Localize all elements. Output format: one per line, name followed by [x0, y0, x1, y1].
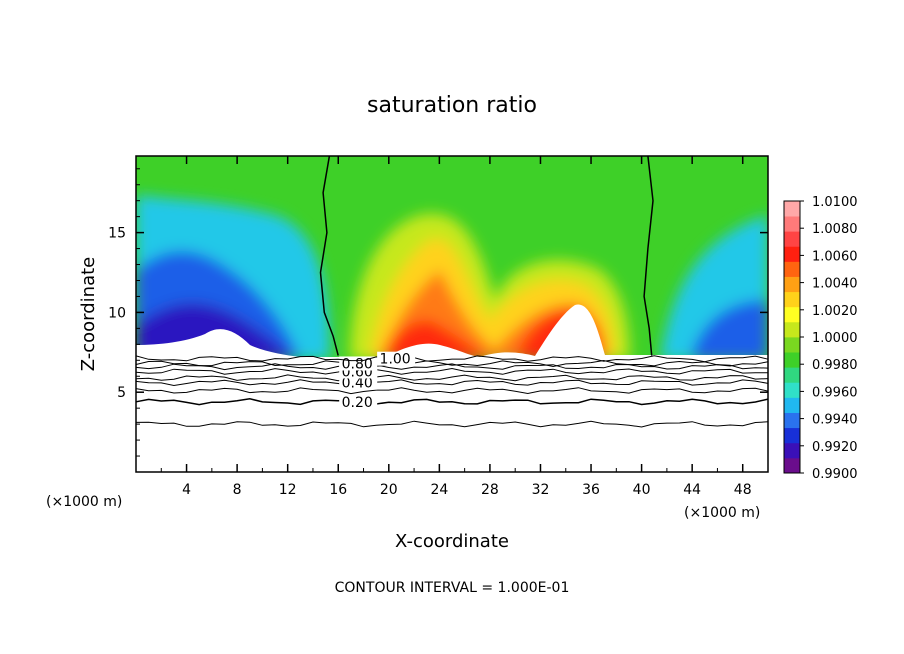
contour-line-labeled: [135, 367, 768, 375]
colorbar-tick-label: 1.0000: [812, 331, 858, 346]
x-axis: 4 8 12 16 20 24 28 32 36 40 44 48: [160, 156, 752, 498]
saturation-boundary-curve: [319, 156, 339, 356]
heatmap-field: [136, 156, 768, 472]
colorbar-swatch: [784, 412, 800, 429]
x-tick-label: 16: [329, 482, 347, 498]
white-lower-region: [136, 304, 768, 472]
colorbar-swatch: [784, 216, 800, 232]
contour-line-labeled: [135, 398, 769, 406]
x-tick-label: 12: [279, 482, 297, 498]
contour-label: 0.20: [342, 395, 373, 411]
y-tick-label: 15: [108, 226, 126, 242]
colorbar: 0.9900 0.9920 0.9940 0.9960 0.9980 1.0000 1.00…: [783, 195, 858, 482]
chart-title: saturation ratio: [367, 93, 537, 118]
x-tick-label: 48: [734, 482, 752, 498]
colorbar-swatch: [784, 427, 800, 444]
x-unit-left: (×1000 m): [46, 494, 122, 510]
colorbar-swatch: [784, 457, 800, 474]
colorbar-tick-label: 1.0020: [812, 304, 858, 319]
right-dry-core: [690, 300, 768, 360]
contour-label: 0.40: [342, 376, 373, 392]
saturation-boundary-curve: [643, 156, 654, 356]
x-tick-label: 40: [633, 482, 651, 498]
contour-label-bg: [339, 394, 378, 409]
colorbar-swatch: [784, 442, 800, 459]
colorbar-swatch: [784, 201, 800, 217]
contour-lines: 0.200.400.600.80 1.00: [135, 351, 769, 428]
colorbar-tick-label: 1.0040: [812, 277, 858, 292]
colorbar-tick-label: 1.0100: [812, 195, 858, 210]
contour-line: [135, 387, 769, 395]
colorbar-swatch: [784, 291, 800, 308]
contour-line-labeled: [135, 359, 769, 368]
contour-line: [135, 420, 769, 428]
colorbar-tick-label: 0.9900: [812, 467, 858, 482]
colorbar-swatch: [784, 397, 800, 413]
colorbar-swatch: [784, 261, 800, 277]
colorbar-swatch: [784, 231, 800, 247]
colorbar-swatch: [784, 352, 800, 368]
colorbar-swatch: [784, 246, 800, 262]
plot-frame: [135, 155, 769, 473]
colorbar-tick-label: 1.0080: [812, 222, 858, 237]
x-tick-label: 28: [481, 482, 499, 498]
contour-line: [135, 363, 769, 371]
contour-line: [135, 374, 769, 382]
y-axis-label: Z-coordinate: [78, 257, 99, 372]
x-tick-label: 20: [380, 482, 398, 498]
y-axis: 5 10 15: [108, 168, 768, 457]
colorbar-tick-label: 1.0060: [812, 249, 858, 264]
contour-label-bg: [339, 375, 378, 390]
x-tick-label: 32: [532, 482, 550, 498]
contour-interval-footer: CONTOUR INTERVAL = 1.000E-01: [335, 580, 570, 596]
colorbar-swatch: [784, 276, 800, 293]
x-tick-label: 24: [430, 482, 448, 498]
colorbar-swatch: [784, 382, 800, 398]
colorbar-swatch: [784, 321, 800, 338]
colorbar-tick-label: 0.9920: [812, 440, 858, 455]
x-axis-label: X-coordinate: [395, 531, 509, 552]
y-tick-label: 5: [117, 385, 126, 401]
y-tick-label: 10: [108, 305, 126, 321]
colorbar-tick-label: 0.9980: [812, 358, 858, 373]
contour-line-labeled: [135, 379, 769, 387]
x-tick-label: 8: [233, 482, 242, 498]
colorbar-swatch: [784, 337, 800, 353]
colorbar-tick-label: 0.9960: [812, 385, 858, 400]
colorbar-tick-label: 0.9940: [812, 413, 858, 428]
colorbar-swatch: [784, 367, 800, 383]
colorbar-swatch: [784, 306, 800, 323]
contour-label-bg: [377, 351, 416, 366]
x-tick-label: 44: [683, 482, 701, 498]
contour-line-labeled: [135, 355, 769, 363]
x-tick-label: 4: [182, 482, 191, 498]
x-unit-right: (×1000 m): [684, 505, 760, 521]
x-tick-label: 36: [582, 482, 600, 498]
boundary-curves: [319, 156, 654, 356]
contour-label: 1.00: [380, 352, 411, 368]
